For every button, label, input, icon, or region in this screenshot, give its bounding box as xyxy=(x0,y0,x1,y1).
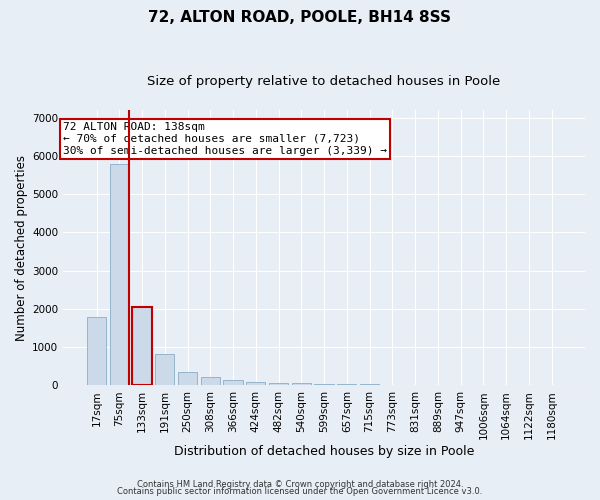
Text: 72 ALTON ROAD: 138sqm
← 70% of detached houses are smaller (7,723)
30% of semi-d: 72 ALTON ROAD: 138sqm ← 70% of detached … xyxy=(63,122,387,156)
Bar xyxy=(178,372,197,386)
Text: Contains HM Land Registry data © Crown copyright and database right 2024.: Contains HM Land Registry data © Crown c… xyxy=(137,480,463,489)
Bar xyxy=(360,384,379,386)
Bar xyxy=(406,385,425,386)
Bar xyxy=(269,383,288,386)
Text: Contains public sector information licensed under the Open Government Licence v3: Contains public sector information licen… xyxy=(118,487,482,496)
Bar xyxy=(133,306,152,386)
Text: 72, ALTON ROAD, POOLE, BH14 8SS: 72, ALTON ROAD, POOLE, BH14 8SS xyxy=(149,10,452,25)
Bar xyxy=(155,354,175,386)
Bar xyxy=(292,384,311,386)
Bar xyxy=(200,378,220,386)
Bar xyxy=(110,164,129,386)
Bar xyxy=(246,382,265,386)
Bar xyxy=(337,384,356,386)
X-axis label: Distribution of detached houses by size in Poole: Distribution of detached houses by size … xyxy=(174,444,474,458)
Title: Size of property relative to detached houses in Poole: Size of property relative to detached ho… xyxy=(148,75,501,88)
Y-axis label: Number of detached properties: Number of detached properties xyxy=(15,154,28,340)
Bar xyxy=(314,384,334,386)
Bar xyxy=(87,318,106,386)
Bar xyxy=(383,384,402,386)
Bar xyxy=(223,380,243,386)
